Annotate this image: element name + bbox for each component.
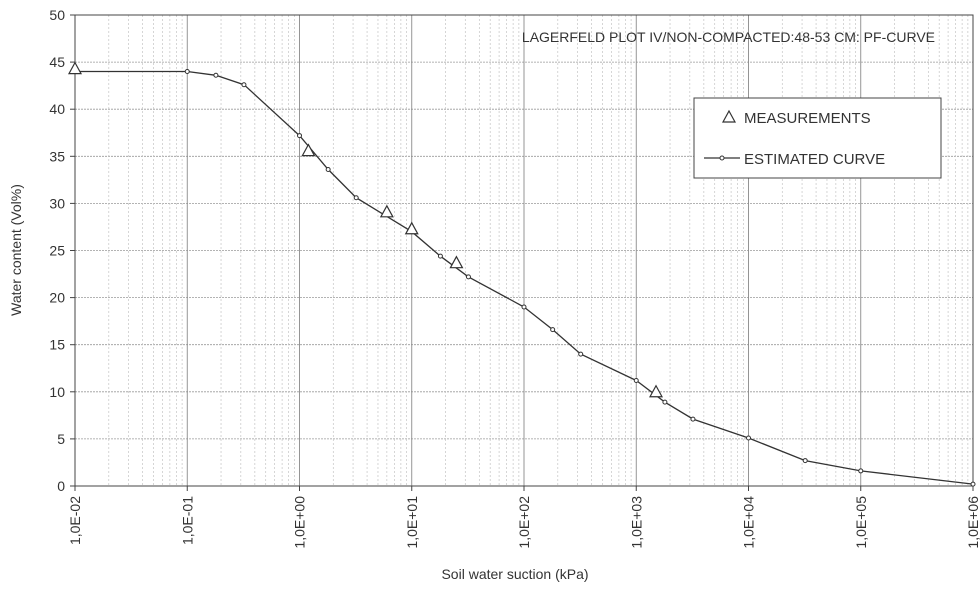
legend-measurements-marker [721,109,737,123]
estimated-curve-point [241,82,247,88]
measurement-point [449,255,464,269]
x-axis-label: Soil water suction (kPa) [441,566,588,582]
estimated-curve-point [325,166,331,172]
estimated-curve-point [213,72,219,78]
estimated-curve-point [297,133,302,139]
x-tick-label: 1,0E+00 [292,496,308,549]
x-tick-label: 1,0E+06 [965,496,980,549]
series-layer [67,61,976,487]
x-tick-label: 1,0E+04 [741,496,757,549]
grid-layer [75,15,973,486]
estimated-curve-point [858,468,864,474]
measurement-point [379,204,394,218]
legend: MEASUREMENTS ESTIMATED CURVE [693,97,942,179]
x-tick-label: 1,0E+01 [404,496,420,549]
estimated-curve-point [437,253,443,259]
y-axis-label: Water content (Vol%) [8,184,24,316]
x-tick-label: 1,0E-01 [179,496,195,545]
y-tick-label: 30 [49,195,65,211]
legend-curve-label: ESTIMATED CURVE [744,151,885,168]
x-tick-label: 1,0E+05 [853,496,869,549]
estimated-curve-point [578,351,584,357]
estimated-curve-point [521,304,527,310]
x-tick-label: 1,0E-02 [67,496,83,545]
y-tick-label: 0 [57,478,65,494]
estimated-curve-point [662,399,668,405]
estimated-curve-point [970,481,976,487]
estimated-curve-point [746,435,751,441]
measurement-point [404,221,419,235]
estimated-curve-point [550,327,556,333]
chart-title: LAGERFELD PLOT IV/NON-COMPACTED:48-53 CM… [522,29,935,45]
y-tick-label: 10 [49,384,65,400]
estimated-curve-point [353,195,359,201]
y-tick-label: 50 [49,7,65,23]
measurement-point [67,61,83,75]
estimated-curve-point [184,69,190,75]
legend-box [693,97,942,179]
x-tick-label: 1,0E+03 [628,496,644,549]
estimated-curve-point [690,416,696,422]
y-tick-label: 5 [57,431,65,447]
y-tick-label: 40 [49,101,65,117]
estimated-curve-point [633,377,639,383]
y-tick-label: 15 [49,337,65,353]
y-tick-label: 25 [49,243,65,259]
legend-curve-marker [719,155,725,161]
estimated-curve-point [802,458,808,464]
y-tick-label: 20 [49,290,65,306]
y-tick-label: 35 [49,148,65,164]
measurement-point [649,384,664,398]
x-tick-label: 1,0E+02 [516,496,532,549]
measurement-point [301,143,316,157]
estimated-curve-line [75,70,974,485]
estimated-curve-point [465,274,471,280]
legend-measurements-label: MEASUREMENTS [744,110,871,127]
y-tick-label: 45 [49,54,65,70]
axis-layer: 0 5 10 15 20 25 30 35 40 45 50 1,0E-02 1,0E-01 1,0E+0… [49,7,980,549]
